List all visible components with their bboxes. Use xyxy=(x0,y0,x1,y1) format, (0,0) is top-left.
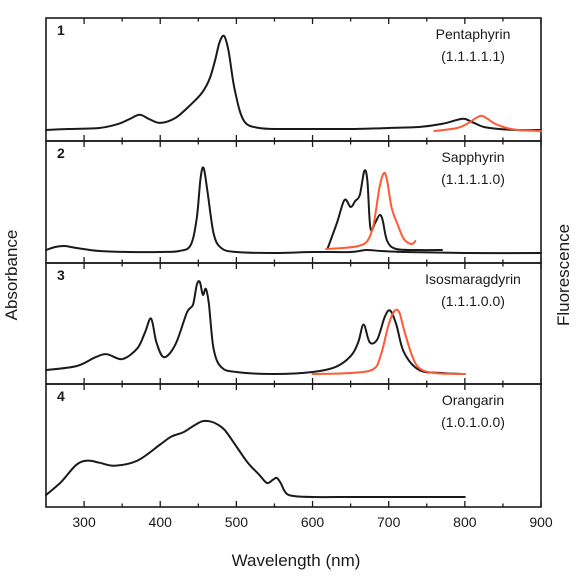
compound-code: (1.0.1.0.0) xyxy=(441,414,505,430)
x-tick-label: 600 xyxy=(301,514,325,530)
x-tick-label: 800 xyxy=(453,514,477,530)
y-axis-label-absorbance: Absorbance xyxy=(2,230,21,321)
series-absorbance xyxy=(45,280,466,375)
series-absorbance xyxy=(45,419,466,499)
panel-1: 1 Pentaphyrin (1.1.1.1.1) xyxy=(45,17,542,142)
series-absorbance-inset xyxy=(326,169,443,252)
compound-code: (1.1.1.1.0) xyxy=(441,171,505,187)
compound-code: (1.1.1.1.1) xyxy=(441,48,505,64)
series-fluorescence xyxy=(311,308,466,375)
series-fluorescence-inset xyxy=(325,171,417,250)
compound-code: (1.1.1.0.0) xyxy=(441,293,505,309)
panel-2: 2 Sapphyrin (1.1.1.1.0) xyxy=(45,140,542,264)
x-tick-label: 500 xyxy=(225,514,249,530)
series-absorbance xyxy=(45,166,542,255)
x-tick-label: 900 xyxy=(529,514,553,530)
series-fluorescence xyxy=(433,114,542,132)
panel-number: 1 xyxy=(57,22,65,38)
panel-3: 3 Isosmaragdyrin (1.1.1.0.0) xyxy=(45,262,542,385)
panel-number: 3 xyxy=(57,267,65,283)
x-tick-label: 400 xyxy=(149,514,173,530)
compound-name: Orangarin xyxy=(442,392,504,408)
panels-group: 1 Pentaphyrin (1.1.1.1.1) 2 Sapphyrin (1.1.1.… xyxy=(45,17,542,508)
panel-number: 4 xyxy=(57,388,65,404)
compound-name: Sapphyrin xyxy=(441,149,504,165)
compound-name: Pentaphyrin xyxy=(436,26,511,42)
panel-frame xyxy=(45,383,542,508)
compound-name: Isosmaragdyrin xyxy=(425,271,521,287)
y-axis-label-fluorescence: Fluorescence xyxy=(554,224,573,326)
panel-number: 2 xyxy=(57,145,65,161)
x-axis-label: Wavelength (nm) xyxy=(232,551,361,570)
x-tick-label: 300 xyxy=(72,514,96,530)
x-axis-ticks: 300 400 500 600 700 800 900 xyxy=(72,514,552,530)
panel-4: 4 Orangarin (1.0.1.0.0) xyxy=(45,383,542,508)
series-absorbance xyxy=(45,34,542,132)
x-tick-label: 700 xyxy=(377,514,401,530)
